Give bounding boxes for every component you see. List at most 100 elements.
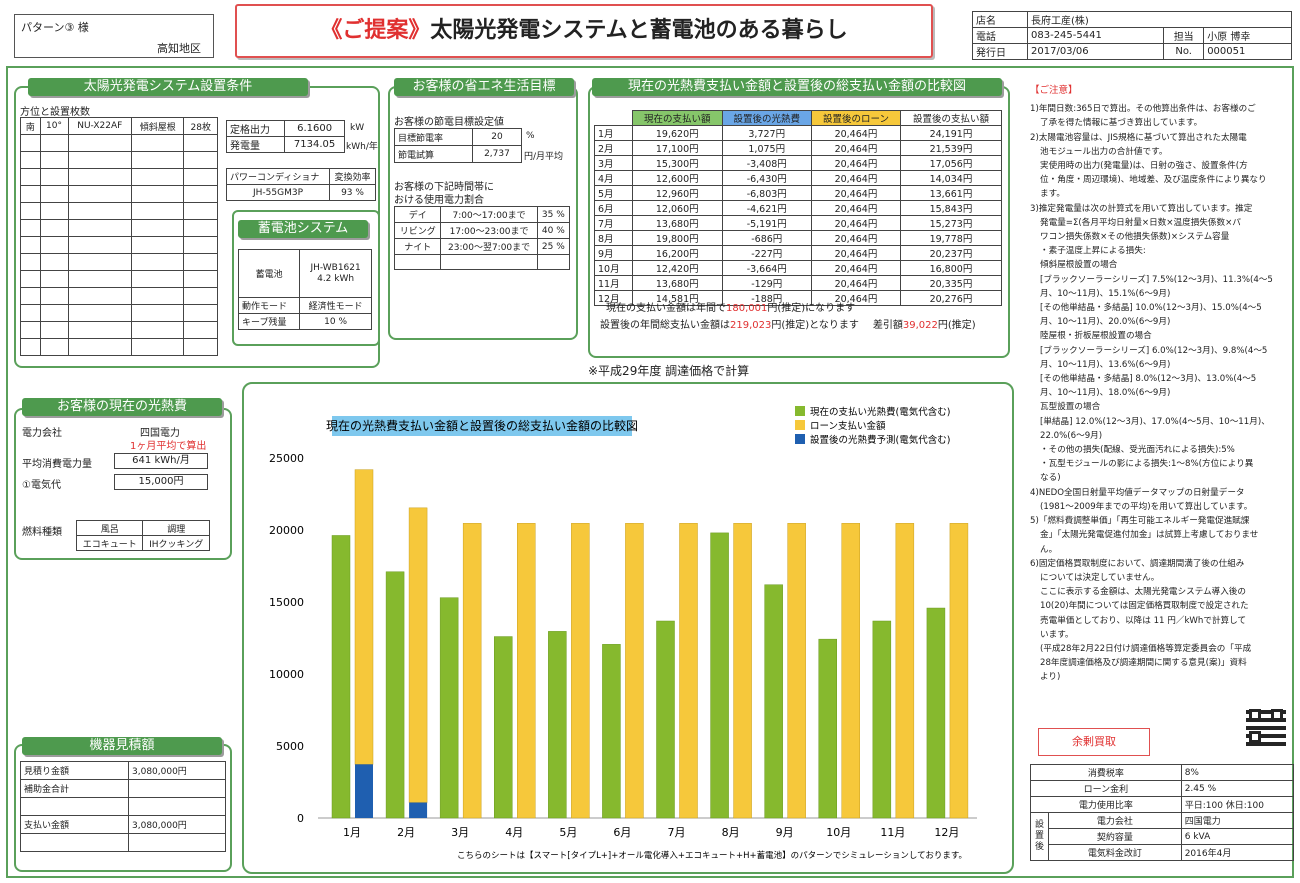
orient-cell xyxy=(39,134,69,152)
time-pct: 35 % xyxy=(536,206,571,223)
bar-current xyxy=(872,620,892,819)
time-range: 17:00～23:00まで xyxy=(440,222,538,239)
condition-label: 契約容量 xyxy=(1048,828,1182,845)
orient-cell xyxy=(67,202,133,220)
bar-loan xyxy=(679,523,698,819)
value-cell: 13,680円 xyxy=(632,215,723,231)
value-cell: 12,060円 xyxy=(632,200,723,216)
value-cell: 15,843円 xyxy=(899,200,1003,216)
orient-cell xyxy=(20,185,41,203)
fuel-table: 風呂 調理 エコキュート IHクッキング xyxy=(75,520,210,551)
note-line: 実使用時の出力(発電量)は、日射の強さ、設置条件(方 xyxy=(1040,161,1248,172)
time-pct: 25 % xyxy=(536,238,571,255)
fee-label: ①電気代 xyxy=(22,480,61,491)
sum2-value: 219,023 xyxy=(730,320,772,331)
orient-cell xyxy=(183,287,218,305)
note-line: [ブラックソーラーシリーズ] 7.5%(12～3月)、11.3%(4～5 xyxy=(1040,274,1273,285)
orient-cell xyxy=(39,185,69,203)
note-line: 発電量=Σ(各月平均日射量×日数×温度損失係数×パ xyxy=(1040,217,1241,228)
month-cell: 11月 xyxy=(594,275,633,291)
rate-label: 目標節電率 xyxy=(394,128,473,146)
y-tick-label: 20000 xyxy=(269,524,304,537)
value-cell: 21,539円 xyxy=(899,140,1003,156)
note-line: より) xyxy=(1040,672,1061,683)
condition-label: 電力使用比率 xyxy=(1030,796,1182,813)
condition-label: ローン金利 xyxy=(1030,780,1182,797)
value-cell: 20,464円 xyxy=(811,200,901,216)
note-line: 位・角度・周辺環境)、地域差、及び温度条件により異なり xyxy=(1040,175,1267,186)
x-tick-label: 12月 xyxy=(934,826,959,839)
table-row: 6月 12,060円 -4,621円 20,464円 15,843円 xyxy=(594,200,1003,216)
orient-cell xyxy=(183,253,218,271)
orient-empty-row xyxy=(20,151,218,169)
orient-cell: 南 xyxy=(20,117,41,135)
value-cell: 15,300円 xyxy=(632,155,723,171)
value-cell: 20,464円 xyxy=(811,230,901,246)
value-cell: -4,621円 xyxy=(721,200,812,216)
bar-current xyxy=(818,638,837,819)
note-line: ・その他の損失(配線、受光面汚れによる損失):5% xyxy=(1040,445,1235,456)
doc-no: 000051 xyxy=(1203,43,1292,60)
eff-label: 変換効率 xyxy=(329,168,376,185)
notes: 【ご注意】 1)年間日数:365日で算出。その他算出条件は、お客様のご 了承を得た… xyxy=(1030,84,1292,685)
value-cell: 13,661円 xyxy=(899,185,1003,201)
note-line: については決定していません。 xyxy=(1040,572,1160,583)
customer-box: パターン③ 様 高知地区 xyxy=(14,14,214,58)
table-row: 7月 13,680円 -5,191円 20,464円 15,273円 xyxy=(594,215,1003,231)
note-line: 池モジュール出力の合計値です。 xyxy=(1040,146,1168,157)
orient-cell xyxy=(20,236,41,254)
bar-current xyxy=(602,644,621,819)
usage-value: 641 kWh/月 xyxy=(114,453,208,469)
orient-cell xyxy=(20,304,41,322)
note-line: 5)「燃料費調整単価」「再生可能エネルギー発電促進賦課 xyxy=(1030,516,1250,527)
orient-cell xyxy=(183,270,218,288)
chart-panel xyxy=(242,382,1014,874)
bar-loan xyxy=(895,523,915,819)
rate-value: 20 xyxy=(471,128,523,146)
compare-table: 現在の支払い額 設置後の光熱費 設置後のローン 設置後の支払い額 1月 19,62… xyxy=(594,110,1003,306)
output-unit: kW xyxy=(350,123,365,133)
value-cell: 16,200円 xyxy=(632,245,723,261)
time-name: ナイト xyxy=(393,238,442,255)
diff-pre: 差引額 xyxy=(872,320,903,331)
rate-unit: % xyxy=(526,131,535,141)
bar-loan xyxy=(354,469,374,765)
note-line: 4)NEDO全国日射量平均値データマップの日射量データ xyxy=(1030,487,1245,498)
sum2-post: 円(推定)となります xyxy=(771,320,859,331)
estimate-value: 3,080,000円 xyxy=(128,761,226,780)
legend-label: 設置後の光熱費予測(電気代含む) xyxy=(810,434,950,446)
usage-label: 平均消費電力量 xyxy=(22,459,92,470)
estimate-value: 3,080,000円 xyxy=(128,815,226,834)
x-tick-label: 4月 xyxy=(505,826,523,839)
orient-cell xyxy=(131,338,185,356)
value-cell: 19,800円 xyxy=(632,230,723,246)
month-cell: 4月 xyxy=(594,170,633,186)
col-after-total: 設置後の支払い額 xyxy=(899,110,1003,126)
month-cell: 1月 xyxy=(594,125,633,141)
value-cell: 19,620円 xyxy=(632,125,723,141)
value-cell: -6,803円 xyxy=(721,185,812,201)
value-cell: -686円 xyxy=(721,230,812,246)
orient-cell xyxy=(67,185,133,203)
note-line: 陸屋根・折板屋根設置の場合 xyxy=(1040,331,1152,342)
condition-value: 2016年4月 xyxy=(1180,844,1295,861)
value-cell: 12,420円 xyxy=(632,260,723,276)
value-cell: -3,664円 xyxy=(721,260,812,276)
value-cell: 20,335円 xyxy=(899,275,1003,291)
notes-title: 【ご注意】 xyxy=(1030,85,1078,96)
keep-label: キープ残量 xyxy=(237,313,301,330)
month-cell: 2月 xyxy=(594,140,633,156)
orient-cell xyxy=(39,253,69,271)
orient-cell xyxy=(131,270,185,288)
orient-cell xyxy=(39,202,69,220)
condition-value: 2.45 % xyxy=(1180,780,1295,797)
time-row: リビング 17:00～23:00まで 40 % xyxy=(393,222,571,239)
staff-label: 担当 xyxy=(1163,27,1205,44)
note-line: (1981～2009年までの平均)を用いて算出しています。 xyxy=(1040,501,1253,512)
bar-after xyxy=(409,802,428,818)
orient-cell xyxy=(183,185,218,203)
orient-cell: 10° xyxy=(39,117,69,135)
estimate-value xyxy=(128,833,226,852)
gen-unit: kWh/年 xyxy=(346,142,378,152)
eff-value: 93 % xyxy=(329,184,376,201)
